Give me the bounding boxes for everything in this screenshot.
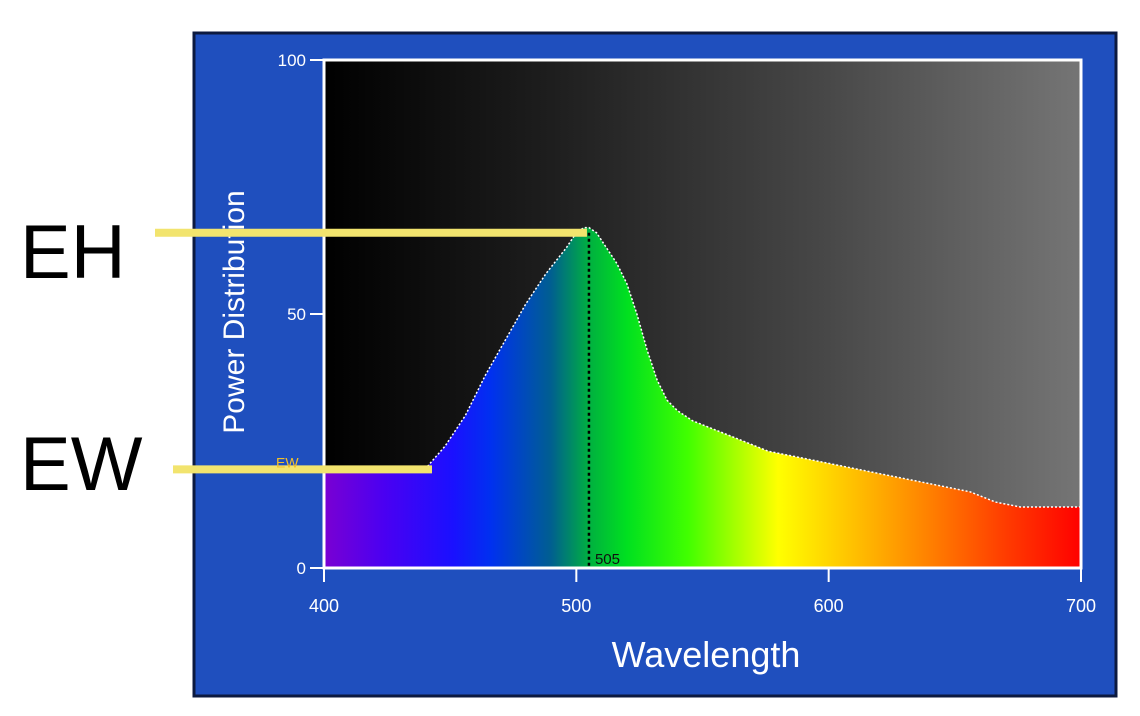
y-axis: 0 50 100 [278,51,324,578]
peak-wavelength-label: 505 [595,551,620,568]
spectrum-area [324,227,1081,568]
x-tick-label: 600 [814,596,844,616]
ew-annotation-label: EW [20,422,143,507]
y-tick-label: 0 [297,559,306,578]
ew-axis-marker: EW [276,454,299,470]
spectrum-curve [324,226,1081,508]
x-tick-label: 400 [309,596,339,616]
x-tick-label: 500 [561,596,591,616]
eh-annotation-label: EH [20,210,126,295]
y-axis-label: Power Distribution [218,190,251,433]
x-axis-label: Wavelength [612,634,801,675]
x-axis: 400 500 600 700 [309,568,1096,616]
x-tick-label: 700 [1066,596,1096,616]
y-tick-label: 100 [278,51,306,70]
y-tick-label: 50 [287,305,306,324]
